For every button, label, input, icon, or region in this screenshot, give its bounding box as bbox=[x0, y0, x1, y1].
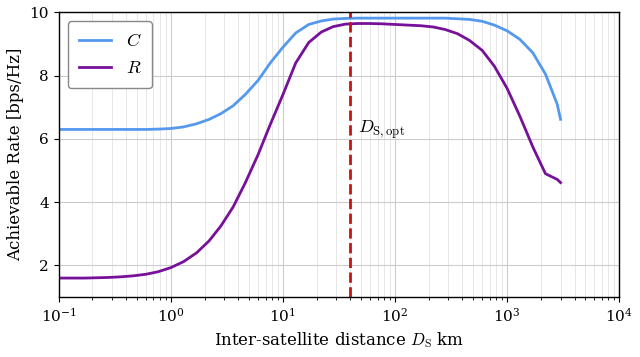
$R$ bbox=[490, 64, 498, 68]
$R$ bbox=[341, 22, 349, 26]
$R$ bbox=[391, 22, 399, 27]
$C$ bbox=[529, 51, 537, 55]
$C$ bbox=[417, 16, 425, 20]
$R$ bbox=[154, 270, 162, 274]
$C$ bbox=[490, 23, 498, 27]
$R$ bbox=[516, 114, 524, 118]
Y-axis label: Achievable Rate [bps/Hz]: Achievable Rate [bps/Hz] bbox=[7, 48, 24, 261]
$R$ bbox=[305, 40, 312, 45]
$C$ bbox=[317, 19, 325, 23]
$C$ bbox=[180, 125, 188, 129]
$C$ bbox=[503, 29, 511, 33]
$R$ bbox=[541, 172, 549, 176]
$C$ bbox=[541, 72, 549, 76]
$R$ bbox=[417, 24, 425, 28]
$C$ bbox=[341, 16, 349, 21]
$C$ bbox=[93, 127, 101, 132]
$R$ bbox=[503, 86, 511, 90]
$R$ bbox=[478, 48, 486, 52]
$C$ bbox=[366, 16, 374, 20]
$R$ bbox=[366, 21, 374, 26]
$C$ bbox=[465, 17, 473, 21]
$R$ bbox=[292, 61, 300, 65]
$C$ bbox=[378, 16, 386, 20]
$C$ bbox=[404, 16, 412, 20]
$C$ bbox=[329, 17, 337, 21]
$C$ bbox=[193, 122, 200, 126]
$C$ bbox=[266, 61, 274, 65]
$R$ bbox=[317, 30, 325, 34]
Text: $D_{\mathrm{S,opt}}$: $D_{\mathrm{S,opt}}$ bbox=[358, 119, 406, 141]
$R$ bbox=[241, 181, 249, 185]
$C$ bbox=[254, 78, 262, 82]
$R$ bbox=[441, 27, 449, 32]
$R$ bbox=[142, 272, 150, 276]
$C$ bbox=[217, 111, 225, 116]
$C$ bbox=[279, 45, 287, 49]
$C$ bbox=[478, 19, 486, 24]
$R$ bbox=[129, 274, 137, 278]
$R$ bbox=[554, 177, 561, 182]
X-axis label: Inter-satellite distance $D_\mathrm{S}$ km: Inter-satellite distance $D_\mathrm{S}$ … bbox=[214, 330, 464, 350]
$R$ bbox=[167, 266, 175, 270]
Line: $R$: $R$ bbox=[59, 24, 561, 278]
$R$ bbox=[266, 122, 274, 127]
$C$ bbox=[167, 126, 175, 131]
$C$ bbox=[292, 31, 300, 35]
$C$ bbox=[105, 127, 113, 132]
Line: $C$: $C$ bbox=[59, 18, 561, 130]
$R$ bbox=[404, 23, 412, 27]
$R$ bbox=[229, 205, 237, 209]
$R$ bbox=[217, 224, 225, 228]
$R$ bbox=[68, 276, 76, 280]
Legend: $C$, $R$: $C$, $R$ bbox=[68, 21, 152, 88]
$C$ bbox=[353, 16, 361, 20]
$R$ bbox=[353, 21, 361, 26]
$R$ bbox=[205, 238, 213, 243]
$C$ bbox=[516, 37, 524, 41]
$R$ bbox=[93, 276, 101, 280]
$R$ bbox=[329, 25, 337, 29]
$C$ bbox=[229, 104, 237, 108]
$C$ bbox=[117, 127, 125, 132]
$C$ bbox=[205, 117, 213, 121]
$C$ bbox=[68, 127, 76, 132]
$C$ bbox=[429, 16, 437, 20]
$R$ bbox=[55, 276, 63, 280]
$R$ bbox=[454, 31, 461, 36]
$R$ bbox=[378, 22, 386, 26]
$R$ bbox=[117, 275, 125, 279]
$R$ bbox=[279, 92, 287, 97]
$R$ bbox=[254, 152, 262, 157]
$R$ bbox=[81, 276, 88, 280]
$R$ bbox=[557, 180, 564, 185]
$C$ bbox=[391, 16, 399, 20]
$R$ bbox=[193, 251, 200, 255]
$R$ bbox=[105, 275, 113, 280]
$C$ bbox=[557, 117, 564, 121]
$R$ bbox=[429, 25, 437, 29]
$C$ bbox=[554, 102, 561, 106]
$C$ bbox=[441, 16, 449, 20]
$C$ bbox=[129, 127, 137, 132]
$C$ bbox=[142, 127, 150, 132]
$C$ bbox=[154, 127, 162, 131]
$C$ bbox=[81, 127, 88, 132]
$C$ bbox=[55, 127, 63, 132]
$R$ bbox=[529, 145, 537, 149]
$C$ bbox=[241, 92, 249, 97]
$R$ bbox=[465, 38, 473, 42]
$C$ bbox=[305, 22, 312, 27]
$C$ bbox=[454, 17, 461, 21]
$R$ bbox=[180, 260, 188, 264]
